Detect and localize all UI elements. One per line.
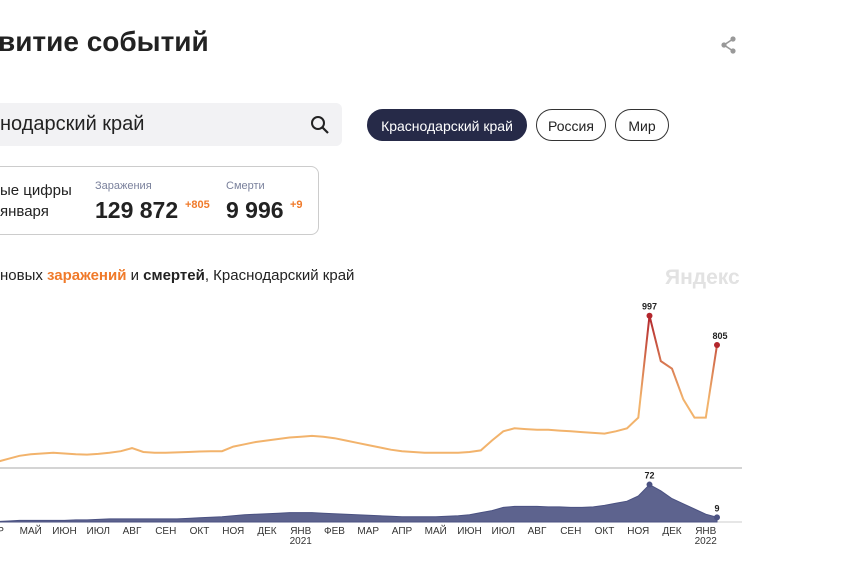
x-tick-label: МАЙ: [424, 526, 447, 537]
caption-deaths: смертей: [143, 267, 205, 284]
caption-cases: заражений: [47, 267, 127, 284]
cases-line: [0, 315, 718, 463]
caption-text: и: [126, 267, 144, 284]
search-icon[interactable]: [310, 115, 330, 135]
x-tick-label: СЕН: [560, 526, 582, 537]
deaths-label: Смерти: [226, 180, 265, 192]
deaths-value: 9 996: [226, 197, 284, 223]
stats-caption: ые цифры: [0, 182, 72, 199]
deaths-delta: +9: [290, 199, 303, 211]
cases-delta: +805: [185, 199, 210, 211]
x-tick-label: МАР: [357, 526, 380, 537]
cases-label: Заражения: [95, 180, 152, 192]
stats-box: [0, 166, 319, 235]
data-label: 72: [644, 471, 654, 481]
x-tick-label: ИЮЛ: [491, 526, 515, 537]
page-title: витие событий: [0, 26, 209, 57]
x-tick-label: АВГ: [527, 526, 547, 537]
x-tick-label: ИЮН: [457, 526, 482, 537]
tab[interactable]: Мир: [615, 109, 669, 141]
search-box[interactable]: нодарский край: [0, 103, 342, 146]
x-tick-label: ИЮЛ: [86, 526, 110, 537]
tab[interactable]: Россия: [536, 109, 606, 141]
x-tick-label: НОЯ: [222, 526, 245, 537]
x-tick-label: ФЕВ: [324, 526, 345, 537]
deaths-area: [0, 483, 718, 523]
tab-active[interactable]: Краснодарский край: [367, 109, 527, 141]
x-tick-label: ПР: [0, 526, 4, 537]
x-tick-label: ЯНВ 2022: [694, 526, 717, 547]
x-tick-label: АПР: [391, 526, 413, 537]
point-marker: [646, 312, 653, 319]
x-tick-label: ОКТ: [594, 526, 615, 537]
caption-text: новых: [0, 267, 48, 284]
x-tick-label: ИЮН: [52, 526, 77, 537]
share-icon[interactable]: [720, 36, 738, 54]
caption-text: , Краснодарский край: [204, 267, 355, 284]
x-tick-label: ЯНВ 2021: [289, 526, 312, 547]
x-tick-label: НОЯ: [627, 526, 650, 537]
x-tick-label: МАЙ: [19, 526, 42, 537]
chart-caption: новых заражений и смертей, Краснодарский…: [0, 267, 354, 284]
x-tick-label: СЕН: [155, 526, 177, 537]
data-label: 9: [714, 503, 719, 513]
watermark: Яндекс: [665, 266, 740, 289]
x-tick-label: ДЕК: [257, 526, 277, 537]
stats-caption: января: [0, 203, 49, 220]
cases-value: 129 872: [95, 197, 179, 223]
data-label: 997: [642, 302, 657, 312]
point-marker: [714, 342, 720, 349]
x-tick-label: АВГ: [122, 526, 142, 537]
data-label: 805: [712, 331, 727, 341]
search-text: нодарский край: [0, 113, 145, 135]
point-marker: [714, 514, 720, 521]
point-marker: [646, 481, 653, 488]
x-tick-label: ДЕК: [662, 526, 682, 537]
x-tick-label: ОКТ: [189, 526, 210, 537]
